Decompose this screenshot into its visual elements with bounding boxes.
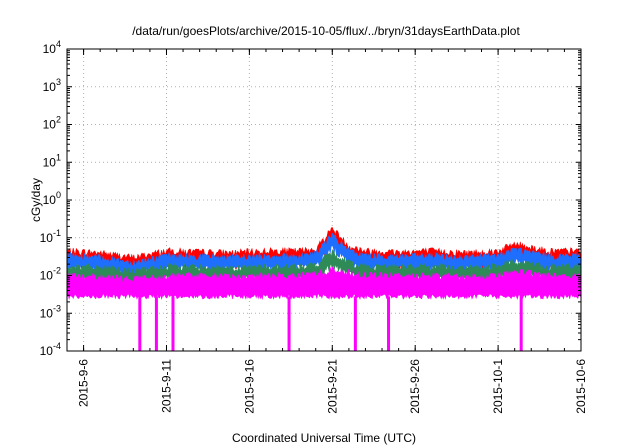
- y-tick-base: 10: [40, 231, 54, 245]
- y-tick-label: 101: [43, 152, 61, 169]
- y-tick-label: 102: [43, 115, 61, 132]
- series-4-dropout: [154, 296, 158, 351]
- y-tick-exponent: -4: [53, 341, 61, 351]
- y-tick-base: 10: [43, 155, 57, 169]
- plot-area: [67, 226, 581, 351]
- x-tick-label: 2015-9-6: [77, 359, 91, 407]
- y-tick-exponent: 0: [56, 190, 61, 200]
- y-tick-exponent: 3: [56, 77, 61, 87]
- x-tick-label: 2015-10-1: [491, 359, 505, 414]
- y-tick-label: 100: [43, 190, 61, 207]
- x-tick-label: 2015-9-26: [408, 359, 422, 414]
- y-tick-base: 10: [43, 118, 57, 132]
- chart-title: /data/run/goesPlots/archive/2015-10-05/f…: [132, 24, 520, 38]
- y-axis-label: cGy/day: [29, 178, 43, 222]
- x-tick-label: 2015-10-6: [574, 359, 588, 414]
- y-tick-base: 10: [43, 42, 57, 56]
- y-tick-label: 10-1: [40, 228, 61, 245]
- y-tick-base: 10: [43, 80, 57, 94]
- y-tick-exponent: -2: [53, 266, 61, 276]
- y-tick-label: 103: [43, 77, 61, 94]
- y-tick-label: 104: [43, 39, 61, 56]
- series-4-dropout: [171, 296, 175, 351]
- y-tick-base: 10: [43, 193, 57, 207]
- y-tick-label: 10-2: [40, 266, 61, 283]
- y-tick-label: 10-4: [40, 341, 61, 358]
- x-axis: 2015-9-6 2015-9-11 2015-9-16 2015-9-21 2015-…: [66, 49, 588, 414]
- x-tick-label: 2015-9-21: [325, 359, 339, 414]
- y-tick-base: 10: [40, 269, 54, 283]
- series-group: [67, 226, 581, 351]
- series-4-dropout: [138, 296, 142, 351]
- series-4-dropout: [519, 296, 523, 351]
- y-tick-exponent: 1: [56, 152, 61, 162]
- x-tick-label: 2015-9-11: [159, 359, 173, 413]
- y-tick-base: 10: [40, 306, 54, 320]
- series-4-dropout: [287, 296, 291, 351]
- series-4-trace: [67, 266, 581, 301]
- series-4-dropout: [353, 296, 357, 351]
- x-tick-label: 2015-9-16: [242, 359, 256, 414]
- y-tick-base: 10: [40, 344, 54, 358]
- y-tick-exponent: 2: [56, 115, 61, 125]
- grid: [67, 48, 582, 352]
- y-tick-exponent: 4: [56, 39, 61, 49]
- series-4-dropout: [387, 296, 391, 351]
- y-tick-exponent: -3: [53, 303, 61, 313]
- x-axis-label: Coordinated Universal Time (UTC): [232, 431, 416, 445]
- y-tick-label: 10-3: [40, 303, 61, 320]
- y-tick-exponent: -1: [53, 228, 61, 238]
